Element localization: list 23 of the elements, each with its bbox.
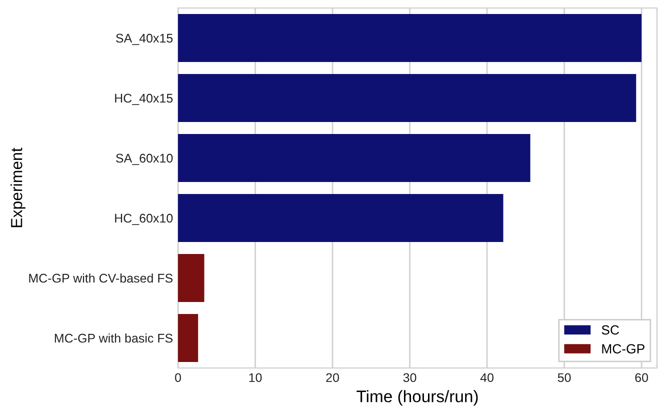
legend-label: SC: [602, 325, 619, 335]
bar: [178, 194, 504, 242]
x-tick-label: 0: [175, 373, 181, 382]
bar: [178, 254, 204, 302]
y-tick-label: HC_60x10: [115, 214, 173, 226]
x-tick-label: 50: [558, 373, 571, 382]
bar: [178, 74, 636, 122]
x-tick-label: 30: [403, 373, 416, 382]
x-tick-label: 10: [249, 373, 262, 382]
y-tick-label: SA_40x15: [116, 34, 173, 46]
x-tick-label: 40: [480, 373, 494, 382]
y-tick-label: MC-GP with CV-based FS: [29, 273, 173, 283]
x-tick-label: 20: [326, 373, 339, 382]
y-axis-title: Experiment: [10, 148, 26, 228]
x-tick-label: 60: [635, 373, 648, 382]
y-tick-label: MC-GP with basic FS: [54, 333, 173, 343]
y-tick-label: SA_60x10: [116, 154, 173, 166]
bar: [178, 14, 642, 62]
bar: [178, 134, 530, 182]
bar: [178, 314, 198, 362]
x-axis-title: Time (hours/run): [356, 390, 478, 406]
y-tick-label: HC_40x15: [115, 94, 173, 106]
legend-label: MC-GP: [602, 344, 644, 354]
